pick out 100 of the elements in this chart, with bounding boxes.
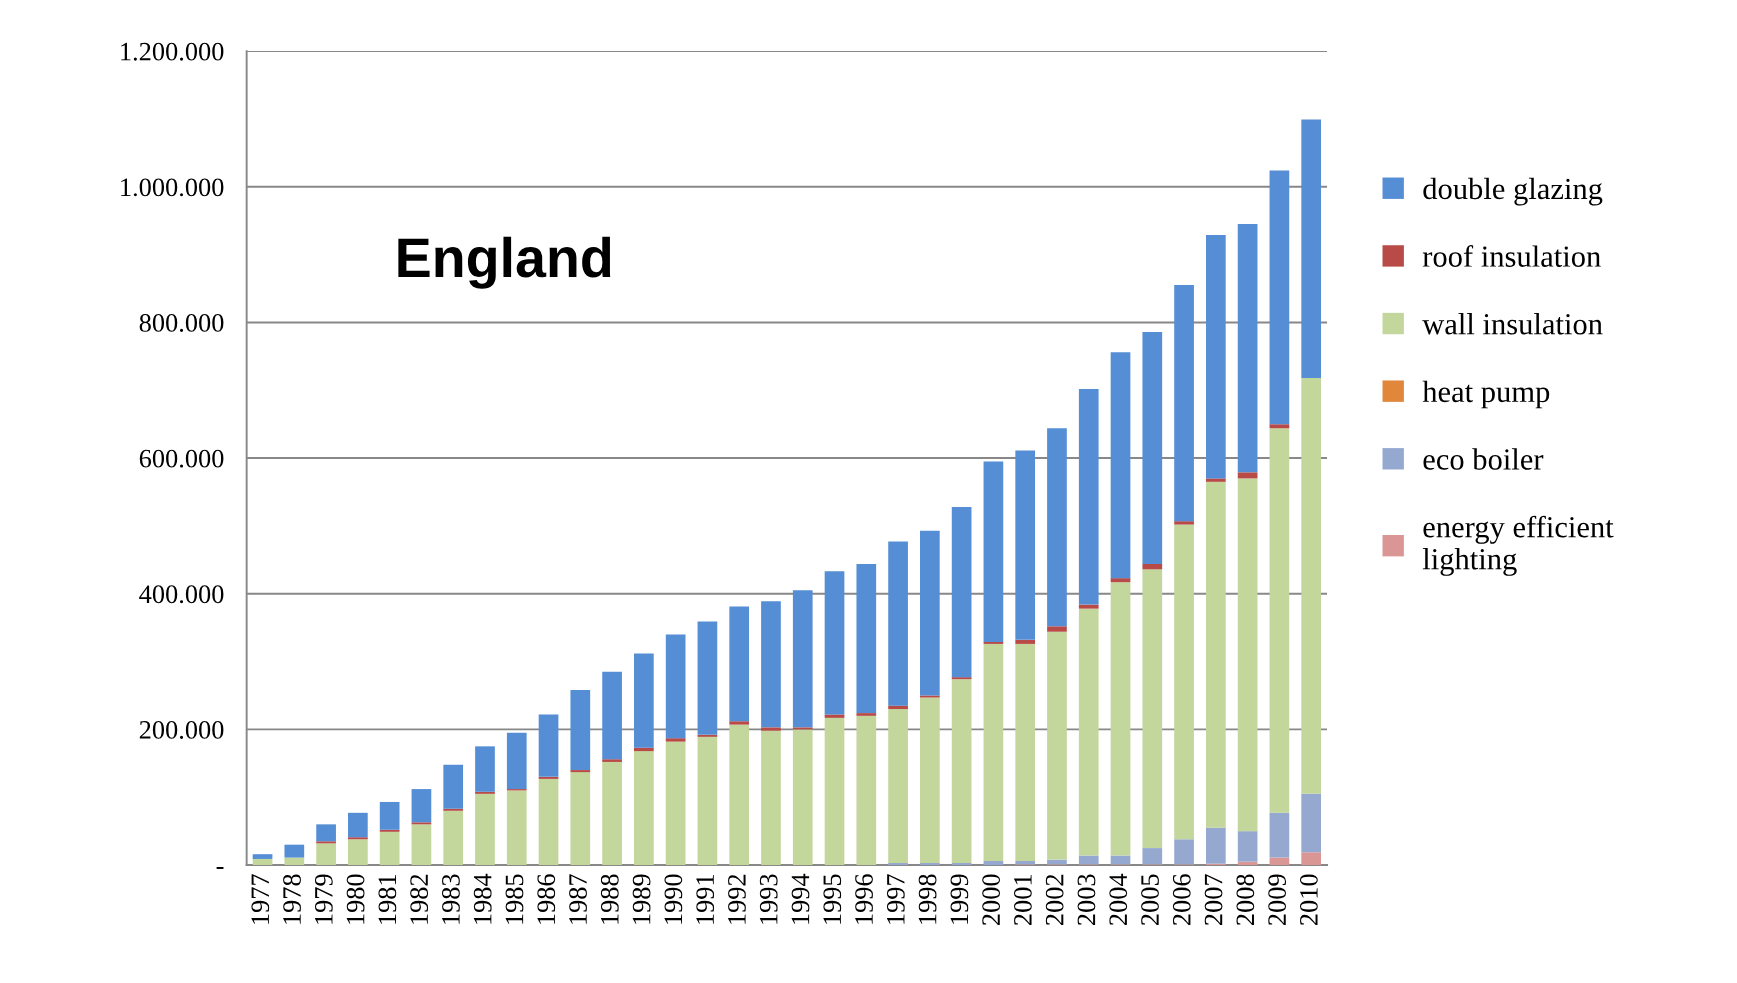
x-tick-label: 2009 xyxy=(1268,874,1287,925)
bar xyxy=(697,736,718,866)
bar xyxy=(1047,428,1067,627)
bar xyxy=(506,790,527,866)
bar xyxy=(729,606,750,722)
bar xyxy=(983,461,1004,642)
y-tick-label: 200.000 xyxy=(139,720,224,739)
bar xyxy=(602,671,622,760)
bar xyxy=(1174,521,1194,525)
bar xyxy=(634,747,654,752)
bar xyxy=(983,860,1004,866)
bar xyxy=(920,697,940,864)
bar xyxy=(411,789,432,823)
bar xyxy=(570,770,591,773)
x-tick-label: 1982 xyxy=(410,874,429,924)
bar xyxy=(252,858,273,866)
bar xyxy=(602,761,622,866)
legend-label: double glazing xyxy=(1423,177,1603,206)
bar xyxy=(1301,852,1322,866)
bar xyxy=(1142,569,1163,849)
x-tick-label: 1988 xyxy=(600,874,619,924)
x-tick-label: 1985 xyxy=(505,874,524,924)
bar xyxy=(379,829,400,832)
bar xyxy=(888,541,908,706)
bar xyxy=(1269,428,1290,813)
bar xyxy=(1110,582,1131,856)
bar xyxy=(792,729,813,866)
bar xyxy=(348,839,368,866)
legend-label: eco boiler xyxy=(1423,448,1544,470)
legend-label: wall insulation xyxy=(1422,313,1603,335)
bar xyxy=(316,843,336,866)
bar xyxy=(761,601,781,728)
y-tick-label: 1.000.000 xyxy=(121,178,224,197)
bar xyxy=(379,801,400,830)
bar xyxy=(1301,793,1322,853)
bar xyxy=(1237,472,1258,479)
bar xyxy=(983,641,1004,644)
bar xyxy=(634,751,654,866)
bar xyxy=(1206,481,1226,828)
bar xyxy=(1142,848,1163,865)
bar xyxy=(951,863,972,866)
bar xyxy=(284,857,305,866)
bar xyxy=(1237,831,1258,862)
bar xyxy=(729,724,750,866)
bar xyxy=(951,506,972,678)
x-tick-label: 2003 xyxy=(1077,874,1096,925)
bar xyxy=(1078,608,1099,856)
bar xyxy=(697,734,718,737)
x-tick-label: 1977 xyxy=(251,874,270,924)
bar xyxy=(1110,352,1131,579)
bar xyxy=(475,746,495,792)
bar xyxy=(252,854,273,859)
bar xyxy=(1206,827,1226,864)
legend-label: energy efficient lighting xyxy=(1422,515,1614,576)
x-tick-label: 1998 xyxy=(918,874,937,924)
bar xyxy=(1047,631,1067,860)
bar xyxy=(1078,388,1099,605)
bar xyxy=(1142,563,1163,570)
bar xyxy=(1206,234,1226,479)
bar xyxy=(920,695,940,698)
y-tick-label: 400.000 xyxy=(139,585,224,604)
bar xyxy=(824,717,845,866)
bar xyxy=(602,759,622,762)
bar xyxy=(1206,478,1226,482)
bar xyxy=(379,831,400,866)
bar xyxy=(443,764,464,809)
x-tick-label: 1991 xyxy=(696,874,715,924)
bar xyxy=(284,844,305,858)
annotation: England xyxy=(398,236,611,289)
bar xyxy=(411,822,432,825)
x-tick-label: 1990 xyxy=(664,874,683,924)
bar xyxy=(1142,331,1163,564)
bar xyxy=(570,772,591,866)
bar xyxy=(665,634,686,739)
bar xyxy=(443,810,464,866)
bar xyxy=(761,730,781,866)
y-tick-label: 800.000 xyxy=(139,314,224,332)
bar xyxy=(665,738,686,742)
bar xyxy=(888,863,908,866)
bar xyxy=(920,530,940,696)
x-tick-label: 1987 xyxy=(569,874,587,924)
x-tick-label: 2005 xyxy=(1141,874,1159,925)
bar xyxy=(1078,604,1099,609)
bar xyxy=(1078,855,1099,865)
bar xyxy=(856,715,877,866)
bar xyxy=(1174,839,1194,865)
x-tick-label: 1980 xyxy=(346,874,365,924)
y-tick-label: 600.000 xyxy=(139,449,224,468)
bar xyxy=(856,563,877,714)
x-tick-label: 2006 xyxy=(1172,874,1191,925)
bar xyxy=(1047,626,1067,632)
bar xyxy=(475,793,495,866)
bar xyxy=(888,705,908,710)
bar xyxy=(729,721,750,725)
x-tick-label: 2004 xyxy=(1109,873,1128,925)
x-tick-label: 1997 xyxy=(886,874,905,924)
bar xyxy=(1301,119,1322,379)
bar xyxy=(1269,170,1290,425)
bar xyxy=(792,590,813,728)
bar xyxy=(1015,639,1036,644)
